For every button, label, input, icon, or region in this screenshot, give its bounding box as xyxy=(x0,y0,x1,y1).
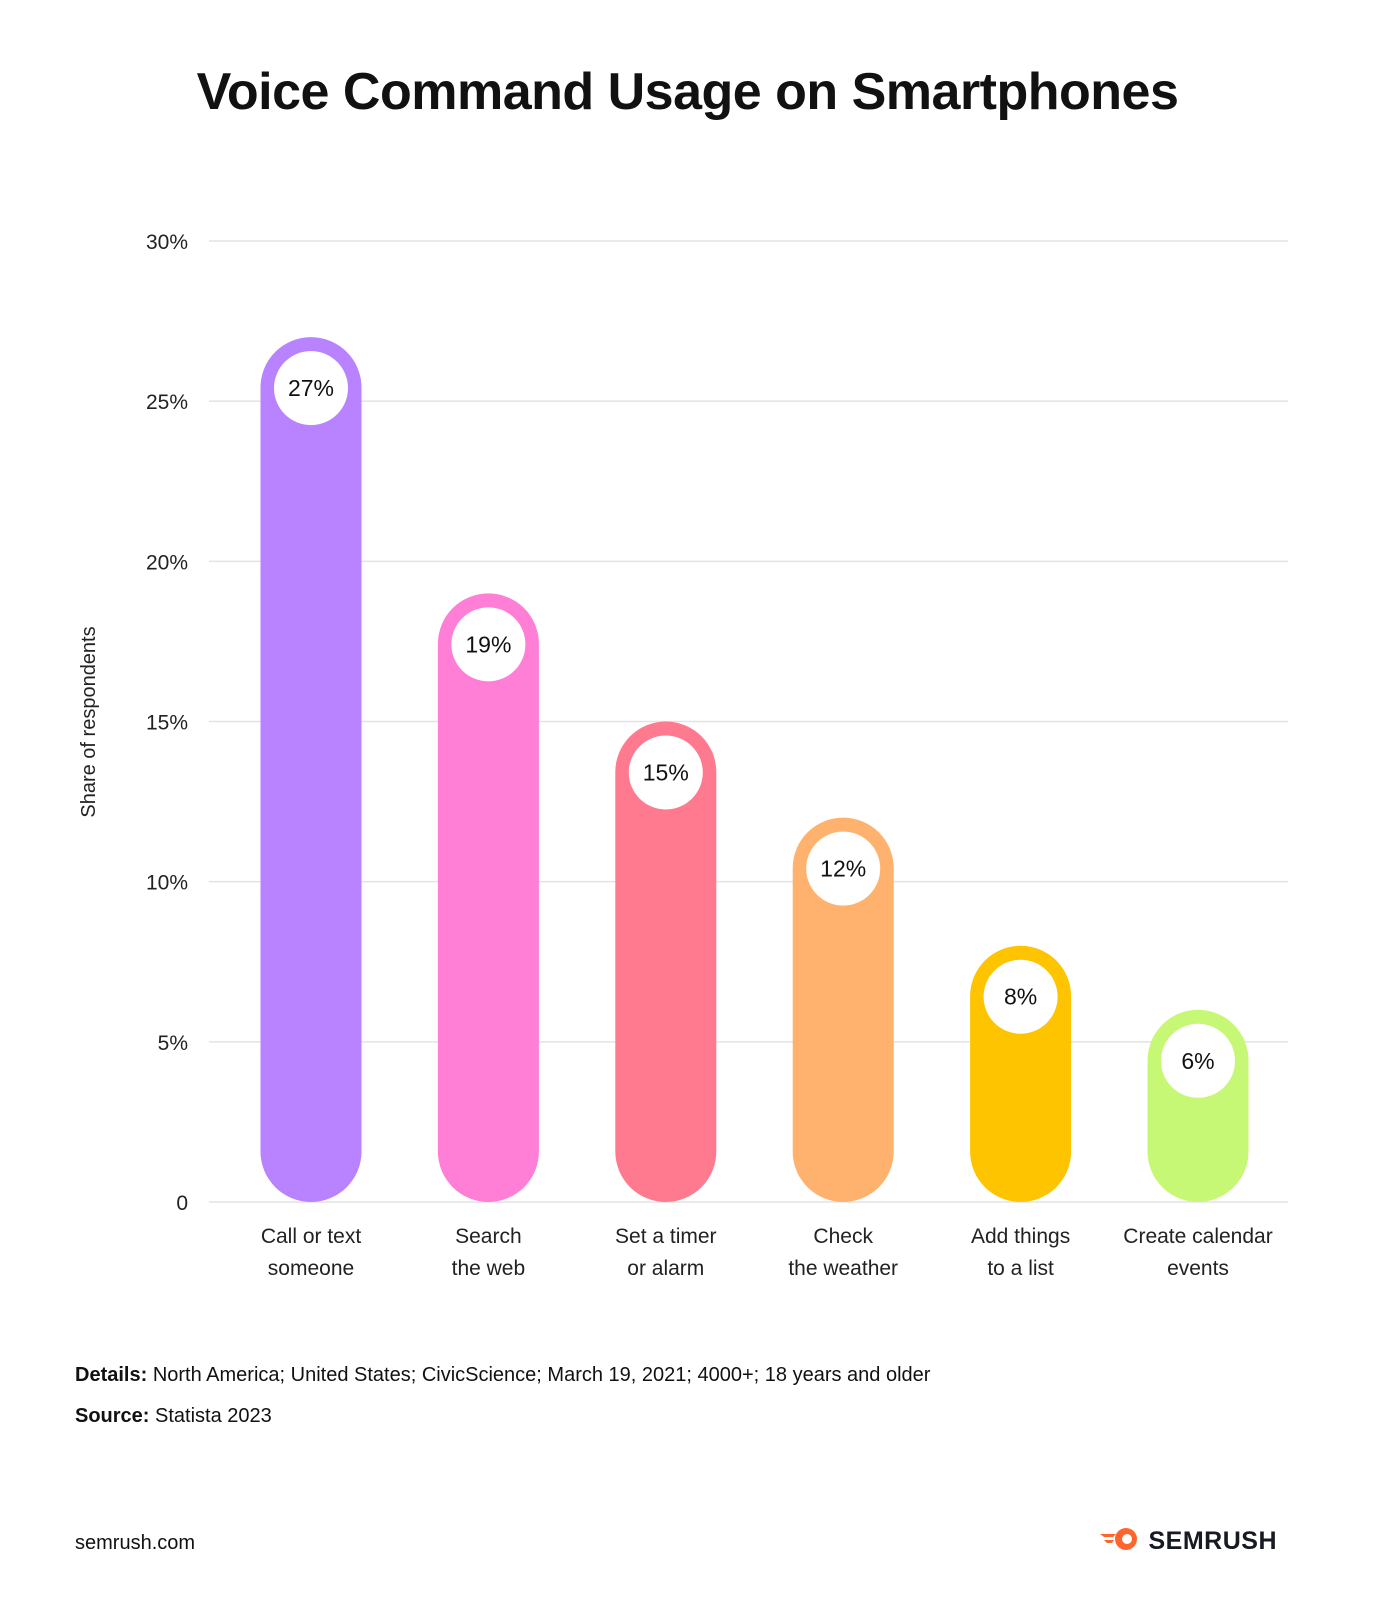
x-tick-label: Set a timer xyxy=(615,1225,717,1248)
x-tick-label: the web xyxy=(452,1257,526,1280)
bar xyxy=(437,593,539,1202)
brand-logo: SEMRUSH xyxy=(1098,1526,1277,1557)
data-label: 27% xyxy=(288,375,334,401)
y-tick-label: 25% xyxy=(146,391,188,414)
semrush-fireball-icon xyxy=(1098,1526,1142,1557)
y-tick-label: 10% xyxy=(146,872,188,895)
site-url: semrush.com xyxy=(75,1532,196,1554)
y-tick-label: 20% xyxy=(146,551,188,574)
value-badge xyxy=(274,351,348,426)
bar xyxy=(792,817,894,1202)
brand-name: SEMRUSH xyxy=(1148,1527,1277,1555)
x-tick-label: the weather xyxy=(788,1257,898,1280)
x-tick-label: Call or text xyxy=(261,1225,362,1248)
y-tick-label: 0 xyxy=(176,1192,188,1215)
bar xyxy=(615,721,717,1202)
y-tick-labels: 0 5% 10% 15% 20% 25% 30% xyxy=(146,231,188,1215)
x-tick-label: Check xyxy=(813,1225,873,1248)
bar-group: 8% xyxy=(970,945,1072,1202)
details-text: North America; United States; CivicScien… xyxy=(152,1364,931,1386)
grid-lines xyxy=(209,240,1288,1203)
x-tick-label: events xyxy=(1167,1257,1229,1280)
y-tick-label: 15% xyxy=(146,712,188,735)
source-note: Source: Statista 2023 xyxy=(75,1405,272,1428)
bar-chart: 05%10%15%20%25%30% Share of respondents … xyxy=(78,231,1288,1280)
details-note: Details: North America; United States; C… xyxy=(75,1364,930,1387)
value-badge xyxy=(1161,1023,1235,1098)
data-label: 19% xyxy=(465,631,511,657)
bar-group: 19% xyxy=(437,593,539,1202)
y-tick-label: 30% xyxy=(146,231,188,254)
bar-group: 15% xyxy=(615,721,717,1202)
bar-group: 27% xyxy=(260,337,362,1203)
x-tick-label: someone xyxy=(268,1257,354,1280)
source-text: Statista 2023 xyxy=(155,1405,272,1427)
bar-group: 12% xyxy=(792,817,894,1202)
category-labels: Call or text someone Search the web Set a ti… xyxy=(261,1225,1273,1280)
value-badge xyxy=(628,735,703,810)
details-label: Details: xyxy=(75,1364,148,1386)
data-label: 12% xyxy=(820,856,866,882)
y-axis-label: Share of respondents xyxy=(78,626,100,817)
value-badge xyxy=(451,607,526,682)
x-tick-label: or alarm xyxy=(627,1257,704,1280)
source-label: Source: xyxy=(75,1405,150,1427)
value-badge xyxy=(983,959,1058,1034)
y-tick-label: 5% xyxy=(158,1032,188,1055)
bar-group: 6% xyxy=(1147,1009,1249,1202)
bars: 27% 19% 15% 12% 8% 6% xyxy=(260,337,1249,1203)
x-tick-label: to a list xyxy=(987,1257,1054,1280)
x-tick-label: Add things xyxy=(971,1225,1070,1248)
data-label: 15% xyxy=(643,760,689,786)
x-tick-label: Search xyxy=(455,1225,522,1248)
bar xyxy=(260,337,362,1203)
value-badge xyxy=(806,831,881,906)
chart-title: Voice Command Usage on Smartphones xyxy=(196,63,1179,121)
data-label: 8% xyxy=(1004,984,1037,1010)
x-tick-label: Create calendar xyxy=(1123,1225,1272,1248)
data-label: 6% xyxy=(1181,1048,1214,1074)
